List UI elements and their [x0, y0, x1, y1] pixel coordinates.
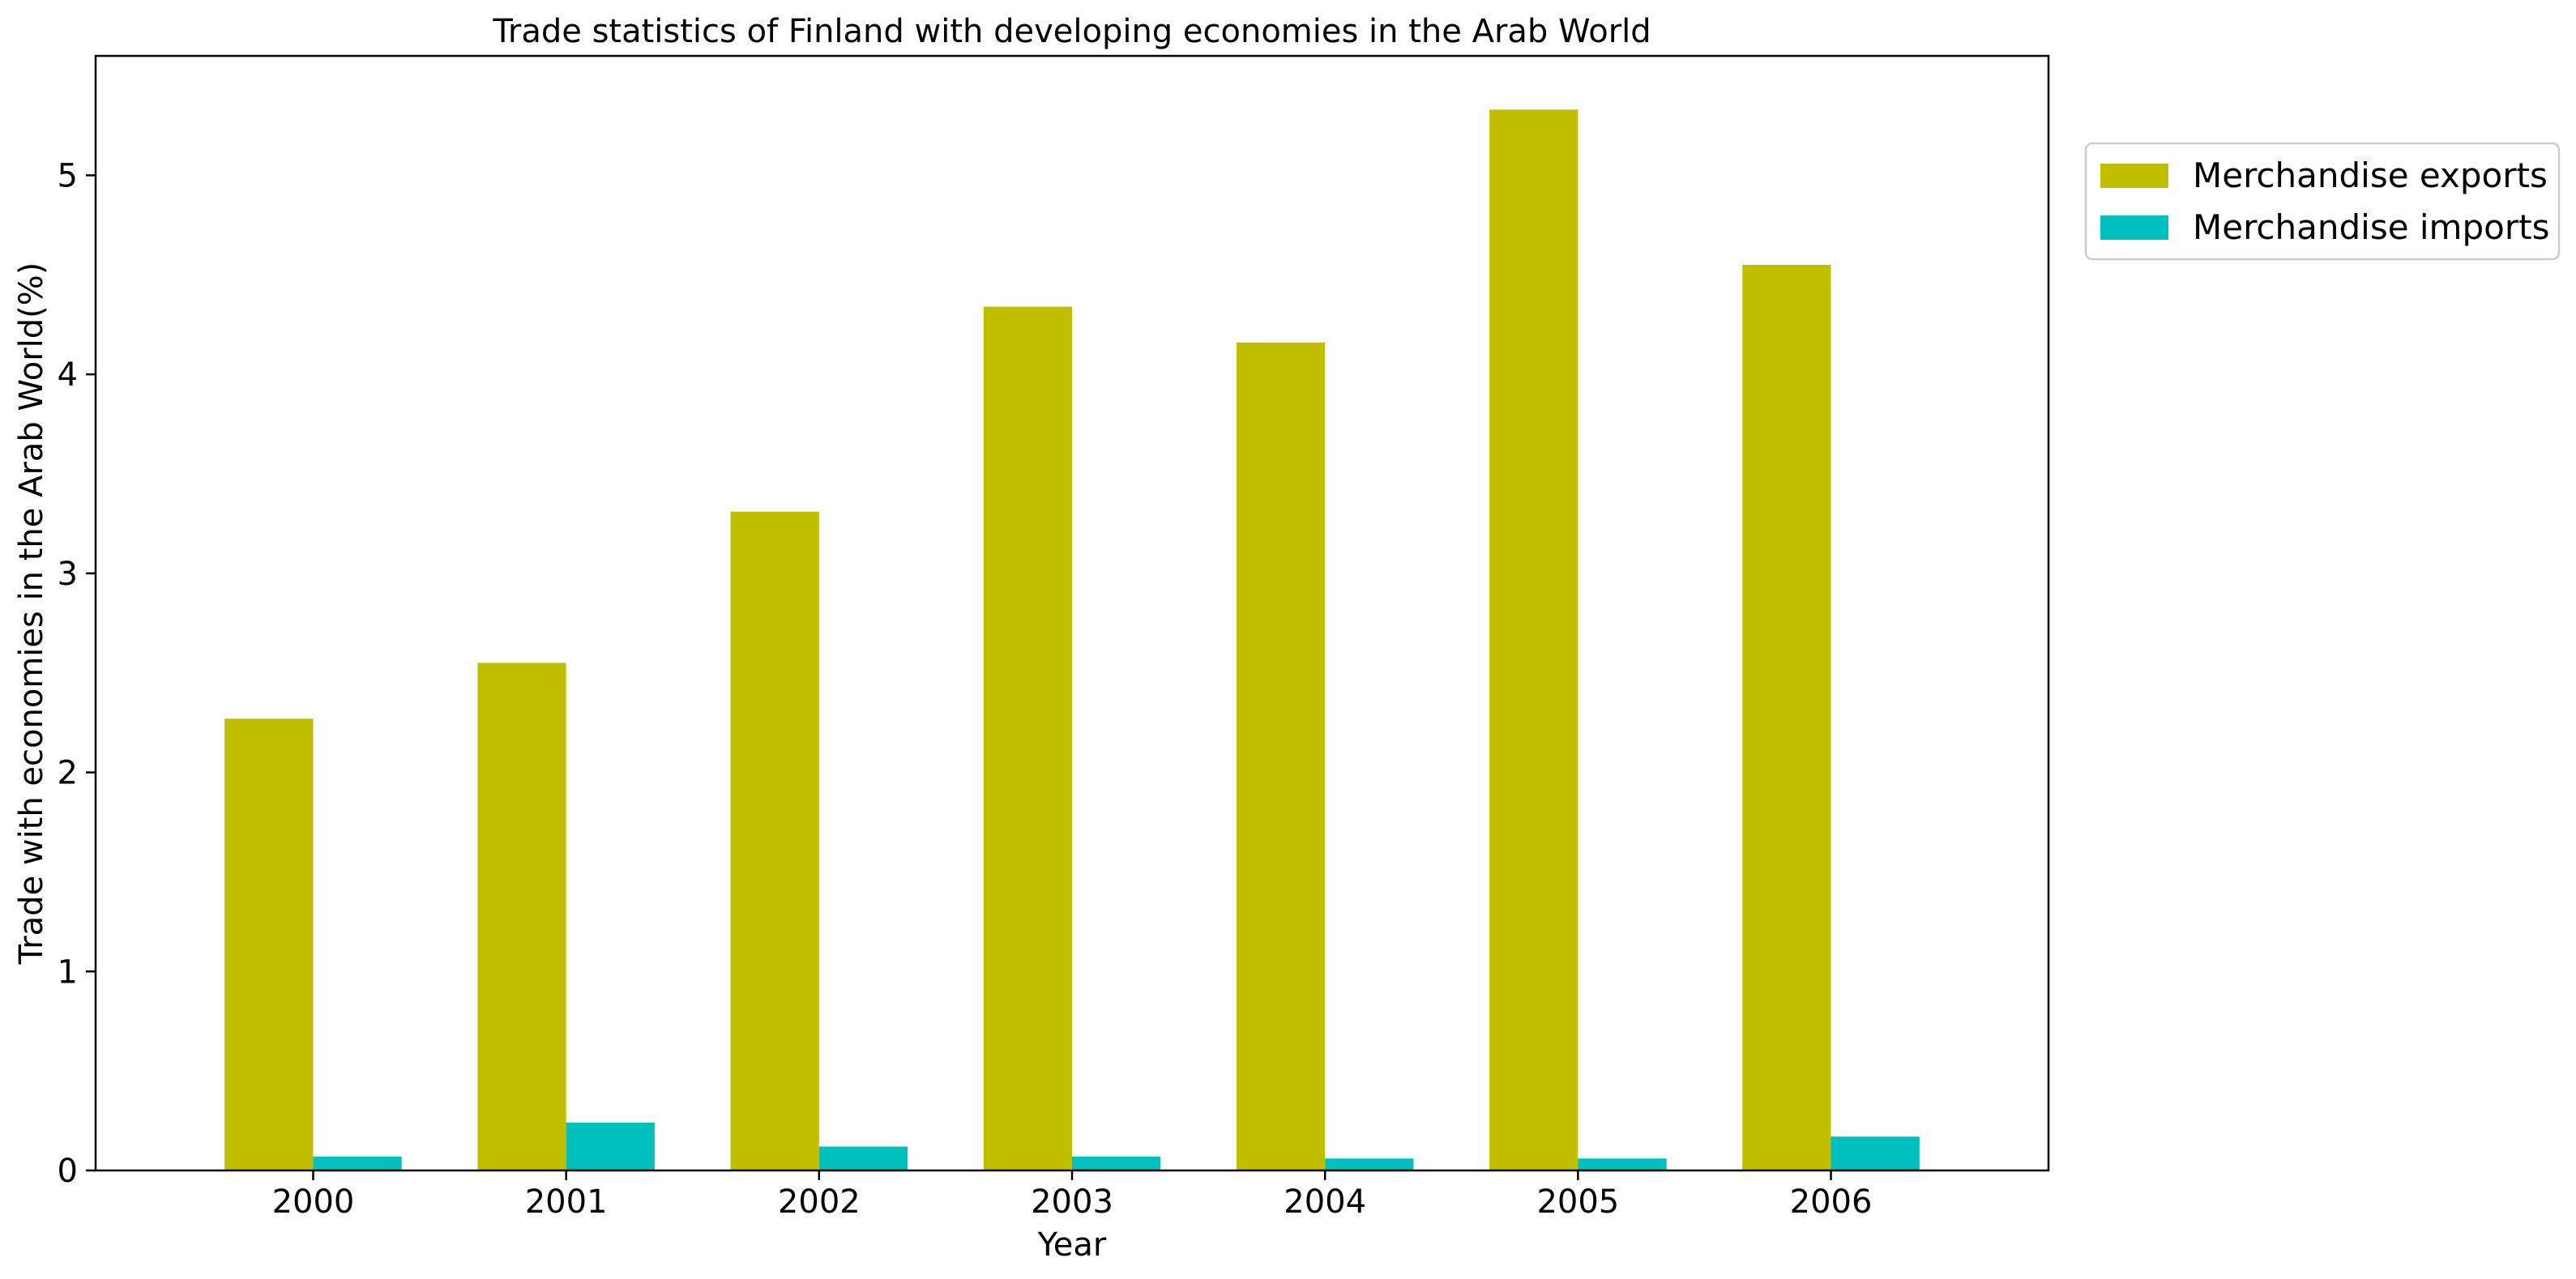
bar-exports-2001: [477, 663, 566, 1170]
y-axis-label: Trade with economies in the Arab World(%…: [13, 262, 50, 966]
legend-frame: [2084, 142, 2561, 261]
bar-imports-2005: [1578, 1158, 1667, 1170]
bar-imports-2004: [1325, 1158, 1414, 1170]
bar-exports-2005: [1489, 109, 1578, 1170]
bar-imports-2001: [566, 1123, 655, 1170]
bar-imports-2002: [818, 1146, 908, 1170]
legend-swatch-imports: [2100, 215, 2168, 240]
bar-imports-2006: [1831, 1136, 1920, 1170]
x-tick-label: 2002: [778, 1183, 861, 1221]
x-tick-label: 2001: [525, 1183, 608, 1221]
legend-label-exports: Merchandise exports: [2193, 156, 2548, 195]
bar-exports-2003: [983, 306, 1072, 1171]
x-tick-label: 2000: [272, 1183, 355, 1221]
legend-swatch-exports: [2100, 164, 2168, 188]
bar-imports-2000: [313, 1156, 402, 1170]
bar-exports-2000: [224, 718, 314, 1170]
legend: Merchandise exports Merchandise imports: [2084, 142, 2561, 261]
y-tick-label: 2: [58, 755, 78, 792]
chart-title: Trade statistics of Finland with develop…: [492, 13, 1651, 50]
x-tick-label: 2006: [1790, 1183, 1873, 1221]
y-tick-label: 4: [58, 356, 78, 394]
x-axis: 2000 2001 2002 2003 2004 2005 2006: [272, 1170, 1873, 1221]
bar-exports-2002: [730, 511, 819, 1170]
x-tick-label: 2005: [1536, 1183, 1619, 1221]
x-tick-label: 2003: [1031, 1183, 1113, 1221]
bar-imports-2003: [1072, 1156, 1161, 1170]
x-axis-label: Year: [1037, 1226, 1107, 1264]
bar-exports-2004: [1236, 342, 1326, 1170]
y-axis: 0 1 2 3 4 5: [58, 157, 96, 1190]
y-tick-label: 3: [58, 556, 78, 593]
legend-label-imports: Merchandise imports: [2193, 207, 2549, 247]
y-tick-label: 5: [58, 157, 78, 194]
y-tick-label: 0: [58, 1153, 78, 1190]
bar-exports-2006: [1742, 265, 1831, 1170]
y-tick-label: 1: [58, 953, 78, 991]
x-tick-label: 2004: [1284, 1183, 1366, 1221]
bars-group: [224, 109, 1920, 1171]
